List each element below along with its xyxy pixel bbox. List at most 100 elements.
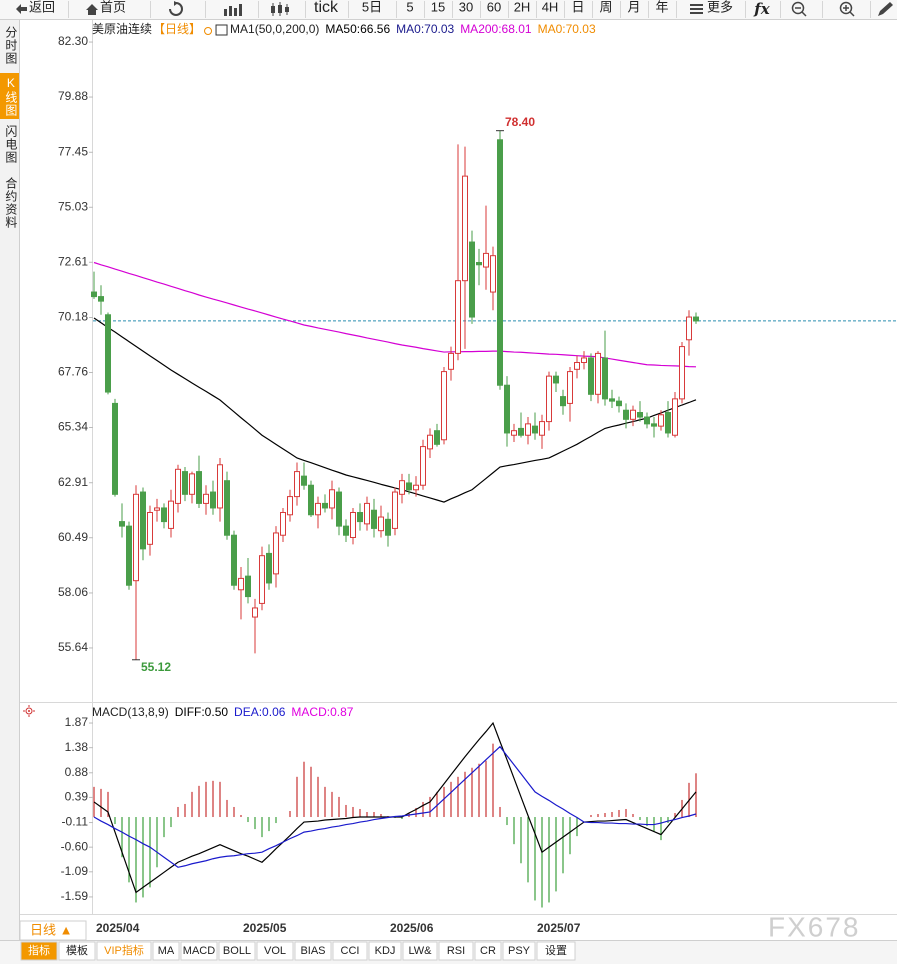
candle-body (651, 423, 657, 427)
toolbar-button[interactable]: 日 (571, 0, 584, 14)
candle-body (497, 139, 503, 386)
fx-icon[interactable]: fx (753, 0, 770, 18)
sidebar-tab[interactable]: 合约资料 (4, 176, 18, 229)
indicator-tab[interactable]: 模板 (66, 943, 88, 957)
toolbar-button[interactable]: 4H (542, 0, 559, 14)
period-label[interactable]: 日线 ▲ (30, 922, 72, 937)
extreme-label: 55.12 (141, 660, 171, 674)
indicator-tab[interactable]: CCI (341, 945, 360, 957)
toolbar-button[interactable]: 周 (599, 0, 612, 14)
sidebar-tab[interactable]: K线图 (4, 76, 18, 117)
candle-body (588, 357, 594, 395)
candle-body (686, 316, 692, 341)
indicator-tab[interactable]: MACD (183, 945, 215, 957)
candle-body (581, 357, 587, 364)
toolbar-button[interactable]: 更多 (707, 0, 733, 14)
candle-body (693, 316, 699, 322)
toolbar-button[interactable]: 5 (406, 0, 413, 14)
candle-body (315, 502, 321, 516)
toolbar-button[interactable]: 30 (459, 0, 473, 14)
indicator-tab-bg[interactable] (96, 941, 152, 961)
candle-body (329, 489, 335, 509)
refresh-arrow[interactable] (174, 1, 178, 6)
indicator-tab-bg[interactable] (332, 941, 368, 961)
candle-body (434, 430, 440, 445)
toolbar-button[interactable]: 2H (514, 0, 531, 14)
sidebar-tab[interactable]: 分时图 (4, 26, 18, 65)
candle-body (672, 398, 678, 436)
candle-body (175, 468, 181, 504)
candle-body (637, 412, 643, 418)
indicator-label: MA1(50,0,200,0) (230, 22, 319, 36)
candle-body (280, 512, 286, 536)
indicator-tab[interactable]: MA (158, 945, 175, 957)
indicator-tab-bg[interactable] (294, 941, 332, 961)
candle-body (553, 375, 559, 384)
indicator-tab-bg[interactable] (218, 941, 256, 961)
candle-body (189, 473, 195, 495)
zoom-in-icon[interactable] (839, 1, 855, 17)
toolbar-button[interactable]: 60 (487, 0, 501, 14)
indicator-tab-bg[interactable] (402, 941, 438, 961)
indicator-tab-bg[interactable] (152, 941, 180, 961)
toolbar-button[interactable]: 首页 (100, 0, 126, 14)
settings-icon[interactable] (204, 27, 213, 35)
toolbar-button[interactable]: tick (314, 0, 339, 16)
indicator-tab-bg[interactable] (58, 941, 96, 961)
zoom-out-icon[interactable] (791, 1, 807, 17)
indicator-tab-bg[interactable] (256, 941, 294, 961)
indicator-tab-bg[interactable] (368, 941, 402, 961)
legend-entry: DEA:0.06 (234, 705, 286, 719)
trend-icon[interactable] (224, 4, 242, 16)
indicator-tab[interactable]: 指标 (28, 943, 50, 957)
indicator-tab[interactable]: BOLL (223, 945, 251, 957)
indicator-tab[interactable]: VIP指标 (104, 943, 144, 957)
indicator-tab[interactable]: 设置 (545, 944, 567, 957)
candle-body (483, 252, 489, 268)
indicator-tab[interactable]: LW& (408, 945, 432, 957)
candle-body (336, 491, 342, 527)
candle-body (546, 375, 552, 423)
indicator-tab[interactable]: PSY (508, 945, 531, 957)
candle-icon[interactable] (271, 2, 289, 16)
refresh-icon[interactable] (169, 2, 183, 16)
indicator-tab-bg[interactable] (474, 941, 502, 961)
y-tick-label: 60.49 (58, 530, 88, 544)
candle-body (518, 427, 524, 436)
back-icon[interactable] (16, 4, 27, 14)
indicator-tab[interactable]: BIAS (300, 945, 325, 957)
draw-icon[interactable] (878, 2, 893, 16)
indicator-tab-bg[interactable] (438, 941, 474, 961)
y-tick-label: 1.38 (65, 740, 89, 754)
candle-body (98, 296, 104, 302)
candle-body (399, 480, 405, 495)
candle-body (203, 493, 209, 504)
indicator-tab-bg[interactable] (502, 941, 536, 961)
indicator-tab-bg[interactable] (536, 941, 576, 961)
y-tick-label: 82.30 (58, 34, 88, 48)
indicator-tab-bg[interactable] (180, 941, 218, 961)
x-tick-label: 2025/07 (537, 921, 581, 935)
toolbar-button[interactable]: 月 (627, 0, 640, 14)
candle-body (357, 512, 363, 523)
candle-body (665, 412, 671, 434)
candle-body (448, 352, 454, 370)
y-tick-label: 70.18 (58, 310, 88, 324)
indicator-tab-bg[interactable] (20, 941, 58, 961)
indicator-tab[interactable]: RSI (447, 945, 465, 957)
toolbar-button[interactable]: 15 (431, 0, 445, 14)
indicator-tab[interactable]: VOL (264, 945, 286, 957)
home-icon[interactable] (86, 4, 98, 15)
indicator-icon[interactable] (215, 24, 228, 36)
indicator-tab[interactable]: CR (480, 945, 496, 957)
toolbar-button[interactable]: 返回 (29, 0, 55, 14)
sidebar-tab[interactable]: 闪电图 (4, 125, 18, 164)
toolbar-button[interactable]: 5日 (362, 0, 382, 14)
candle-body (567, 371, 573, 404)
menu-icon[interactable] (690, 4, 703, 14)
candle-body (427, 434, 433, 450)
indicator-tab[interactable]: KDJ (375, 945, 396, 957)
y-tick-label: -1.59 (61, 889, 89, 903)
toolbar-button[interactable]: 年 (655, 0, 668, 14)
